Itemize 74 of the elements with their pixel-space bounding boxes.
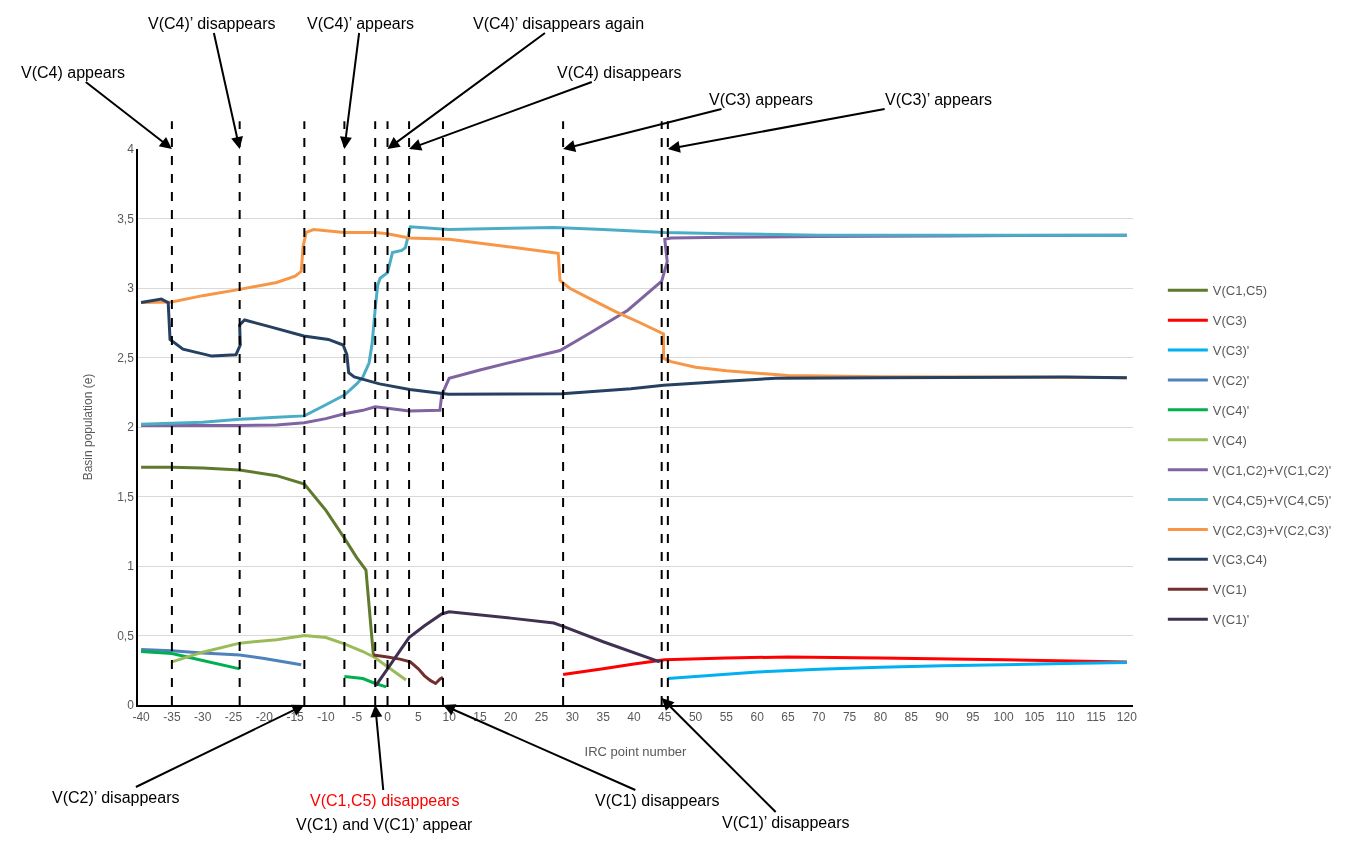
annotation: V(C4)’ appears [307, 15, 415, 32]
y-tick-label: 1,5 [117, 489, 135, 504]
x-tick-label: 85 [904, 710, 919, 725]
line-series [139, 465, 375, 657]
y-axis-title: Basin population (e) [80, 373, 95, 481]
y-tick-label: 4 [127, 142, 135, 157]
legend-label: V(C1,C2)+V(C1,C2)' [1212, 462, 1332, 478]
x-tick-label: 75 [842, 710, 857, 725]
annotation: V(C4) appears [21, 64, 126, 81]
annotation: V(C4)’ disappears [148, 15, 276, 32]
x-tick-label: -5 [351, 710, 363, 725]
y-tick-label: 2,5 [117, 350, 135, 365]
legend-label: V(C3,C4) [1212, 552, 1268, 568]
x-tick-label: -20 [255, 710, 274, 725]
x-tick-label: 35 [596, 710, 611, 725]
x-tick-label: 70 [812, 710, 826, 725]
annotation: V(C3) appears [709, 91, 814, 108]
y-tick-label: 2 [127, 420, 135, 435]
y-tick-label: 1 [127, 559, 135, 574]
line-series [666, 661, 1129, 681]
annotation: V(C1,C5) disappears [310, 792, 460, 809]
legend-label: V(C4) [1212, 432, 1247, 448]
x-tick-label: 60 [750, 710, 765, 725]
legend-label: V(C3) [1212, 313, 1247, 329]
line-series [139, 297, 1129, 396]
legend-label: V(C2)' [1212, 373, 1250, 389]
x-tick-label: 65 [781, 710, 795, 725]
line-series [561, 655, 1129, 676]
x-tick-label: 40 [627, 710, 641, 725]
x-tick-label: 20 [504, 710, 518, 725]
annotation: V(C4)’ disappears again [473, 15, 645, 32]
x-tick-label: -15 [286, 710, 305, 725]
legend-label: V(C4)' [1212, 402, 1250, 418]
y-tick-label: 3 [127, 281, 135, 296]
x-tick-label: 25 [534, 710, 549, 725]
x-tick-label: 105 [1024, 710, 1045, 725]
legend-label: V(C3)' [1212, 343, 1250, 359]
x-tick-label: 100 [993, 710, 1014, 725]
x-tick-label: 50 [688, 710, 703, 725]
x-tick-label: 30 [565, 710, 580, 725]
line-series [374, 610, 662, 688]
y-tick-label: 3,5 [117, 211, 135, 226]
x-tick-label: 95 [966, 710, 980, 725]
annotation: V(C1)’ disappears [722, 814, 850, 831]
annotation: V(C3)’ appears [885, 91, 993, 108]
x-tick-label: 0 [384, 710, 392, 725]
annotation: V(C1) disappears [595, 792, 720, 809]
y-tick-label: 0,5 [117, 628, 135, 643]
x-tick-label: -10 [317, 710, 335, 725]
x-tick-label: 55 [719, 710, 734, 725]
x-tick-label: 5 [414, 710, 422, 725]
line-series [170, 634, 408, 682]
x-axis-title: IRC point number [584, 744, 688, 760]
legend-label: V(C1)' [1212, 612, 1250, 628]
annotation: V(C4) disappears [557, 64, 682, 81]
x-tick-label: -30 [194, 710, 212, 725]
x-tick-label: 120 [1116, 710, 1138, 725]
legend-label: V(C4,C5)+V(C4,C5)' [1212, 492, 1332, 508]
legend-label: V(C1,C5) [1212, 283, 1268, 299]
x-tick-label: 80 [873, 710, 888, 725]
text: V(C1) and V(C1)’ appear [296, 816, 474, 833]
line-series [139, 647, 303, 667]
x-tick-label: -35 [163, 710, 181, 725]
legend-label: V(C1) [1212, 582, 1247, 598]
x-tick-label: 115 [1086, 710, 1106, 725]
x-tick-label: 90 [935, 710, 949, 725]
x-tick-label: 110 [1055, 710, 1076, 725]
annotation: V(C2)’ disappears [52, 789, 180, 806]
legend-label: V(C2,C3)+V(C2,C3)' [1212, 522, 1332, 538]
line-series [371, 653, 445, 685]
x-tick-label: -40 [132, 710, 151, 725]
x-tick-label: -25 [224, 710, 243, 725]
y-tick-label: 0 [127, 698, 135, 713]
x-tick-label: 45 [658, 710, 672, 725]
